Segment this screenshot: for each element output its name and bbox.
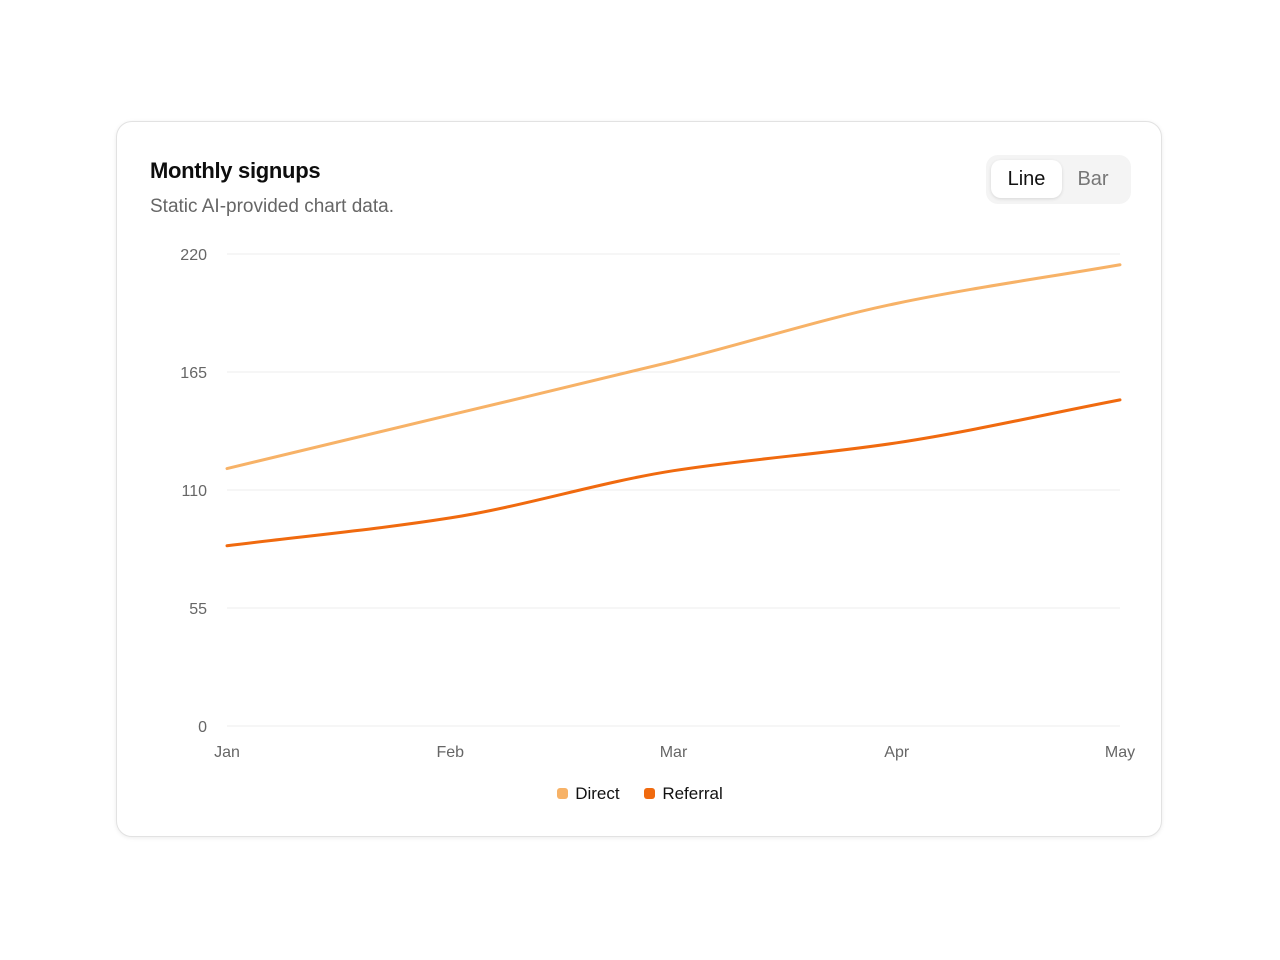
chart-legend: Direct Referral <box>117 784 1163 804</box>
legend-label-direct: Direct <box>575 784 620 803</box>
x-tick-label-jan: Jan <box>214 744 240 761</box>
chart-subtitle: Static AI-provided chart data. <box>150 196 394 217</box>
x-tick-label-apr: Apr <box>884 744 910 761</box>
x-tick-label-feb: Feb <box>436 744 464 761</box>
grid-lines <box>227 253 1120 727</box>
legend-item-referral[interactable]: Referral <box>644 784 723 804</box>
series-lines <box>225 263 1122 548</box>
x-tick-label-mar: Mar <box>660 744 688 761</box>
bar-toggle-button[interactable]: Bar <box>1077 168 1109 190</box>
y-axis-ticks: 0 55 110 165 220 <box>180 247 207 736</box>
legend-item-direct[interactable]: Direct <box>557 784 620 804</box>
line-toggle-button[interactable]: Line <box>991 160 1062 198</box>
chart-type-toggle: Line Bar <box>986 155 1131 204</box>
y-tick-label: 55 <box>189 601 207 618</box>
y-tick-label: 165 <box>180 365 207 382</box>
legend-swatch-direct <box>557 788 569 800</box>
series-line-direct[interactable] <box>225 263 1122 471</box>
legend-label-referral: Referral <box>662 784 723 803</box>
x-axis-ticks: Jan Feb Mar Apr May <box>214 744 1135 761</box>
chart-card: Monthly signups Static AI-provided chart… <box>116 121 1162 837</box>
y-tick-label: 110 <box>181 483 207 500</box>
line-chart: 0 55 110 165 220 Jan Feb Mar Apr May <box>180 247 1135 761</box>
series-line-referral[interactable] <box>225 398 1122 548</box>
x-tick-label-may: May <box>1105 744 1135 761</box>
y-tick-label: 0 <box>198 719 207 736</box>
legend-swatch-referral <box>644 788 656 800</box>
y-tick-label: 220 <box>180 247 207 264</box>
chart-title: Monthly signups <box>150 158 321 183</box>
